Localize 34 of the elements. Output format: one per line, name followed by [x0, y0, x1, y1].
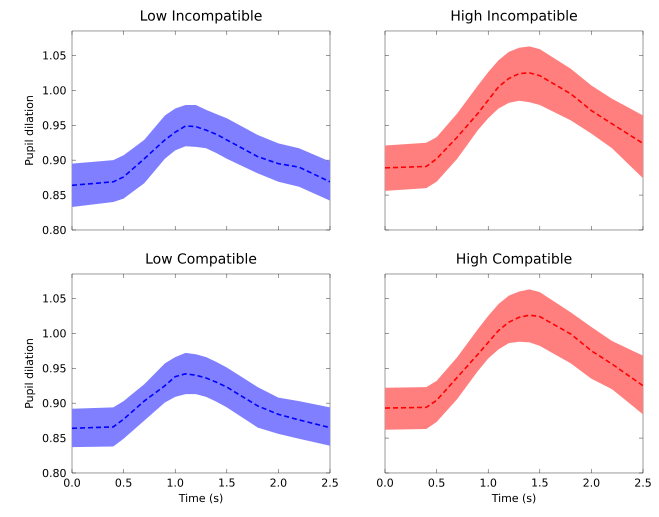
y-tick-label: 0.85 — [42, 190, 66, 200]
y-axis-title: Pupil dilation — [24, 339, 36, 408]
x-tick-label: 0.0 — [64, 478, 80, 487]
y-tick-label: 0.85 — [42, 434, 66, 442]
chart-title: High Incompatible — [452, 10, 577, 24]
chart-title: Low Incompatible — [141, 10, 262, 24]
x-tick-label: 2.0 — [270, 478, 286, 487]
x-tick-label: 2.0 — [583, 478, 600, 487]
line-series — [72, 373, 330, 430]
x-tick-label: 1.5 — [532, 478, 548, 487]
y-tick-label: 0.90 — [42, 399, 66, 408]
y-tick-label: 1.05 — [43, 51, 66, 60]
x-axis-title: Time (s) — [178, 494, 222, 504]
x-axis-title: Time (s) — [492, 494, 536, 504]
x-tick-label: 1.5 — [219, 478, 235, 487]
x-tick-label: 2.5 — [635, 478, 651, 487]
x-tick-label: 0.5 — [116, 478, 132, 487]
y-tick-label: 1.05 — [43, 294, 66, 303]
y-tick-label: 1.00 — [43, 329, 66, 338]
x-tick-label: 0.5 — [428, 478, 444, 487]
y-tick-label: 1.00 — [43, 86, 66, 94]
chart-title: High Compatible — [457, 252, 572, 266]
x-tick-label: 2.5 — [322, 478, 338, 487]
x-tick-label: 0.0 — [377, 478, 393, 487]
y-axis-title: Pupil dilation — [24, 96, 36, 165]
y-tick-label: 0.80 — [42, 468, 66, 478]
y-tick-label: 0.80 — [42, 226, 66, 234]
y-tick-label: 0.95 — [42, 364, 66, 372]
y-tick-label: 0.95 — [42, 121, 66, 130]
chart-title: Low Compatible — [146, 252, 256, 266]
x-tick-label: 1.0 — [168, 478, 184, 487]
line-series — [72, 125, 330, 186]
x-tick-label: 1.0 — [480, 478, 496, 487]
y-tick-label: 0.90 — [42, 156, 66, 164]
